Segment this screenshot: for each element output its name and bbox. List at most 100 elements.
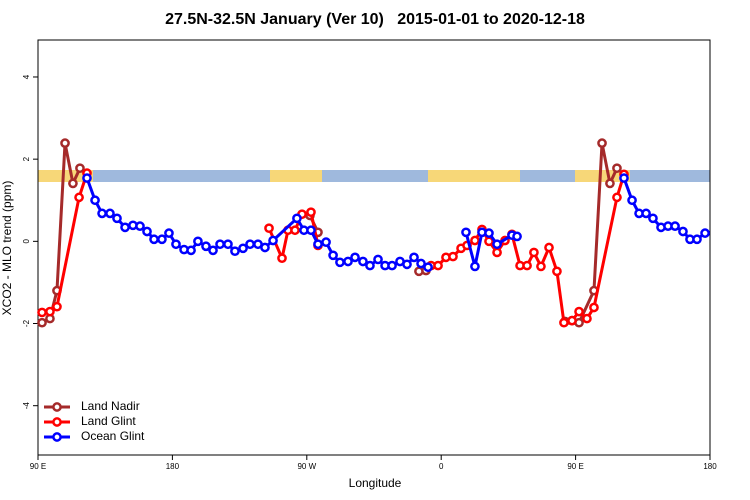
data-point: [37, 307, 47, 318]
data-point: [574, 306, 584, 317]
data-point: [589, 302, 599, 313]
data-point: [670, 221, 680, 231]
legend-marker: [52, 432, 62, 442]
data-point: [678, 226, 688, 237]
y-tick-label: -4: [22, 402, 31, 410]
data-point: [619, 173, 629, 183]
data-point: [208, 245, 218, 256]
x-tick-label: 90 E: [567, 462, 583, 471]
chart-title: 27.5N-32.5N January (Ver 10) 2015-01-01 …: [165, 11, 585, 28]
data-point: [245, 239, 255, 250]
data-point: [648, 213, 658, 224]
data-point: [559, 317, 569, 328]
data-point: [409, 252, 419, 263]
data-point: [612, 192, 622, 203]
data-point: [492, 239, 502, 250]
data-point: [142, 226, 152, 237]
data-point: [470, 235, 480, 246]
data-point: [544, 242, 554, 253]
data-point: [149, 234, 159, 245]
data-point: [641, 208, 651, 219]
land-mask-strip: [38, 170, 710, 182]
data-point: [97, 208, 107, 219]
data-point: [268, 235, 278, 246]
data-point: [90, 195, 100, 206]
data-point: [358, 256, 368, 267]
data-point: [365, 260, 375, 271]
data-point: [448, 251, 458, 262]
data-point: [582, 313, 592, 324]
data-point: [193, 236, 203, 247]
series-line: [41, 172, 626, 325]
data-point: [135, 221, 145, 231]
plot-frame: [37, 39, 711, 456]
data-point: [423, 262, 433, 273]
data-point: [201, 241, 211, 252]
data-point: [552, 266, 562, 277]
data-point: [328, 250, 338, 261]
data-point: [343, 256, 353, 267]
data-point: [164, 228, 174, 238]
data-point: [536, 261, 546, 272]
data-point: [692, 234, 702, 245]
data-point: [402, 259, 412, 270]
data-point: [433, 260, 443, 271]
data-point: [74, 192, 84, 203]
y-tick-label: 2: [22, 156, 31, 161]
ocean-strip: [38, 170, 710, 182]
data-point: [52, 301, 62, 312]
x-tick-label: 90 E: [30, 462, 46, 471]
x-tick-label: 90 W: [297, 462, 316, 471]
data-point: [171, 239, 181, 250]
data-point: [470, 261, 480, 272]
data-point: [605, 178, 615, 189]
data-point: [313, 239, 323, 250]
data-point: [700, 228, 710, 238]
data-point: [529, 247, 539, 258]
x-axis-label: Longitude: [349, 476, 402, 490]
data-point: [68, 178, 78, 189]
data-point: [612, 163, 622, 174]
data-point: [238, 243, 248, 254]
data-point: [215, 239, 225, 250]
data-point: [112, 213, 122, 224]
data-point: [264, 223, 274, 234]
y-tick-label: 4: [22, 74, 31, 79]
legend-marker: [52, 417, 62, 427]
data-point: [484, 228, 494, 238]
legend-label: Land Nadir: [81, 399, 140, 413]
data-point: [157, 234, 167, 245]
x-tick-label: 0: [439, 462, 444, 471]
data-point: [416, 258, 426, 269]
legend-label: Land Glint: [81, 414, 136, 428]
x-tick-label: 180: [703, 462, 717, 471]
data-point: [306, 207, 316, 218]
y-tick-label: 0: [22, 239, 31, 244]
legend-marker: [52, 402, 62, 412]
data-point: [45, 306, 55, 317]
data-point: [60, 138, 70, 148]
data-point: [260, 242, 270, 253]
data-point: [627, 195, 637, 206]
land-strip: [270, 170, 322, 182]
y-axis-label: XCO2 - MLO trend (ppm): [0, 181, 14, 316]
data-point: [230, 246, 240, 257]
legend-label: Ocean Glint: [81, 429, 145, 443]
y-tick-label: -2: [22, 319, 31, 327]
data-point: [321, 237, 331, 248]
data-point: [306, 225, 316, 236]
data-point: [335, 257, 345, 268]
data-point: [37, 317, 47, 328]
land-strip: [428, 170, 520, 182]
data-point: [75, 163, 85, 174]
data-point: [292, 213, 302, 224]
data-point: [350, 252, 360, 263]
data-point: [82, 173, 92, 183]
data-point: [277, 253, 287, 264]
data-point: [387, 260, 397, 271]
data-point: [105, 208, 115, 219]
x-tick-label: 180: [166, 462, 180, 471]
data-point: [512, 231, 522, 242]
data-point: [290, 225, 300, 236]
